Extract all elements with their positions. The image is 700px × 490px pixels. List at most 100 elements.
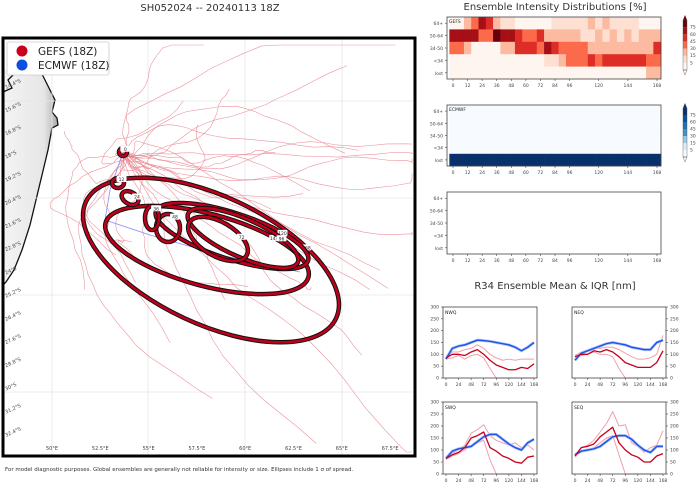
colorbar-tick-label: 60	[690, 120, 696, 126]
heatmap-cell	[624, 105, 632, 118]
heatmap-cell	[485, 54, 494, 67]
row-label: <34	[434, 146, 444, 152]
row-label: 64+	[434, 109, 444, 115]
heatmap-cell	[653, 105, 662, 118]
heatmap-cell	[609, 129, 618, 142]
heatmap-cell	[522, 153, 530, 167]
y-tick-label: 100	[430, 352, 439, 358]
x-tick-label: 12	[465, 258, 471, 264]
heatmap-cell	[551, 129, 559, 142]
lon-label: 50°E	[46, 446, 58, 452]
diagnostic-panels: GEFS 64+ 50-64 34-50 <34 lost 0 12 24 36 48 60 72 84 9…	[430, 15, 696, 484]
heatmap-cell	[463, 153, 472, 167]
lon-label: 52.5°E	[92, 446, 109, 452]
row-label: 64+	[434, 21, 444, 27]
heatmap-cell	[609, 29, 618, 43]
x-tick-label: 144	[624, 170, 633, 176]
heatmap-cell	[609, 141, 618, 155]
heatmap-cell	[558, 66, 567, 80]
heatmap-cell	[485, 41, 494, 55]
heatmap-cell	[638, 17, 647, 30]
r34-panel-bg	[443, 402, 537, 474]
heatmap-cell	[551, 17, 559, 30]
y-tick-label: 250	[670, 412, 679, 418]
colorbar-tick-label: 45	[690, 39, 696, 45]
colorbar-tick-label: 15	[690, 53, 696, 59]
r34-panel-label: SEQ	[574, 405, 584, 411]
heatmap-bg	[447, 192, 661, 254]
x-tick-label: 72	[538, 170, 544, 176]
heatmap-cell	[587, 105, 596, 118]
ecmwf-mean-line	[445, 339, 535, 360]
x-tick-label: 72	[481, 478, 487, 484]
heatmap-cell	[493, 129, 501, 142]
heatmap-cell	[514, 129, 523, 142]
ellipse-label: 24	[134, 194, 140, 200]
heatmap-cell	[463, 105, 472, 118]
y-tick-label: 100	[430, 448, 439, 454]
x-tick-label: 0	[452, 83, 455, 89]
heatmap-cell	[558, 153, 567, 167]
heatmap-cell	[507, 153, 516, 167]
heatmap-cell	[544, 141, 552, 155]
x-tick-label: 120	[594, 170, 603, 176]
heatmap-cell	[449, 17, 457, 30]
heatmap-cell	[638, 153, 647, 167]
x-tick-label: 96	[567, 170, 573, 176]
heatmap-cell	[471, 141, 479, 155]
heatmap-cell	[653, 54, 662, 67]
heatmap-cell	[573, 117, 581, 130]
ellipse-label: 96	[279, 236, 285, 242]
heatmap-cell	[485, 17, 494, 30]
colorbar-frame	[682, 19, 688, 71]
heatmap-cell	[595, 153, 603, 167]
row-label: 34-50	[430, 221, 443, 227]
spread-ellipse-96	[186, 206, 300, 270]
heatmap-cell	[558, 117, 567, 130]
heatmap-cell	[529, 141, 538, 155]
y-tick-label: 200	[430, 424, 439, 430]
heatmap-cell	[456, 129, 465, 142]
row-label: 50-64	[430, 34, 443, 40]
heatmap-panel-label: GEFS	[449, 19, 461, 25]
heatmap-cell	[602, 54, 610, 67]
heatmap-cell	[478, 54, 487, 67]
heatmap-cell	[514, 141, 523, 155]
heatmap-cell	[573, 141, 581, 155]
gefs-member-track	[125, 153, 303, 198]
heatmap-cell	[536, 66, 545, 80]
heatmap-cell	[595, 141, 603, 155]
y-tick-label: 0	[436, 376, 439, 382]
coastline	[2, 69, 59, 286]
ellipse-label-bg	[120, 145, 131, 152]
lon-label: 67.5°E	[382, 446, 399, 452]
x-tick-label: 0	[574, 478, 577, 484]
heatmap-cell	[587, 141, 596, 155]
heatmap-cell	[624, 66, 632, 80]
colorbar-tick-label: 75	[690, 25, 696, 31]
colorbar-segment	[683, 115, 687, 122]
ellipse-label: 12	[119, 177, 125, 183]
heatmap-cell	[485, 105, 494, 118]
y-tick-label: 200	[670, 424, 679, 430]
heatmap-cell	[522, 41, 530, 55]
lon-label: 55°E	[143, 446, 155, 452]
heatmap-cell	[565, 117, 574, 130]
gefs-member-track	[124, 153, 412, 453]
y-tick-label: 50	[433, 460, 439, 466]
legend-box	[6, 41, 110, 76]
heatmap-cell	[646, 54, 654, 67]
heatmap-cell	[522, 54, 530, 67]
x-tick-label: 168	[659, 478, 668, 484]
heatmap-cell	[544, 17, 552, 30]
y-tick-label: 100	[670, 352, 679, 358]
x-tick-label: 120	[634, 382, 643, 388]
heatmap-cell	[471, 41, 479, 55]
ellipse-label-bg	[276, 235, 287, 242]
colorbar-segment	[683, 150, 687, 157]
heatmap-cell	[602, 29, 610, 43]
heatmap-cell	[507, 141, 516, 155]
x-tick-label: 36	[494, 83, 500, 89]
gefs-member-track	[123, 44, 396, 156]
heatmap-cell	[602, 117, 610, 130]
